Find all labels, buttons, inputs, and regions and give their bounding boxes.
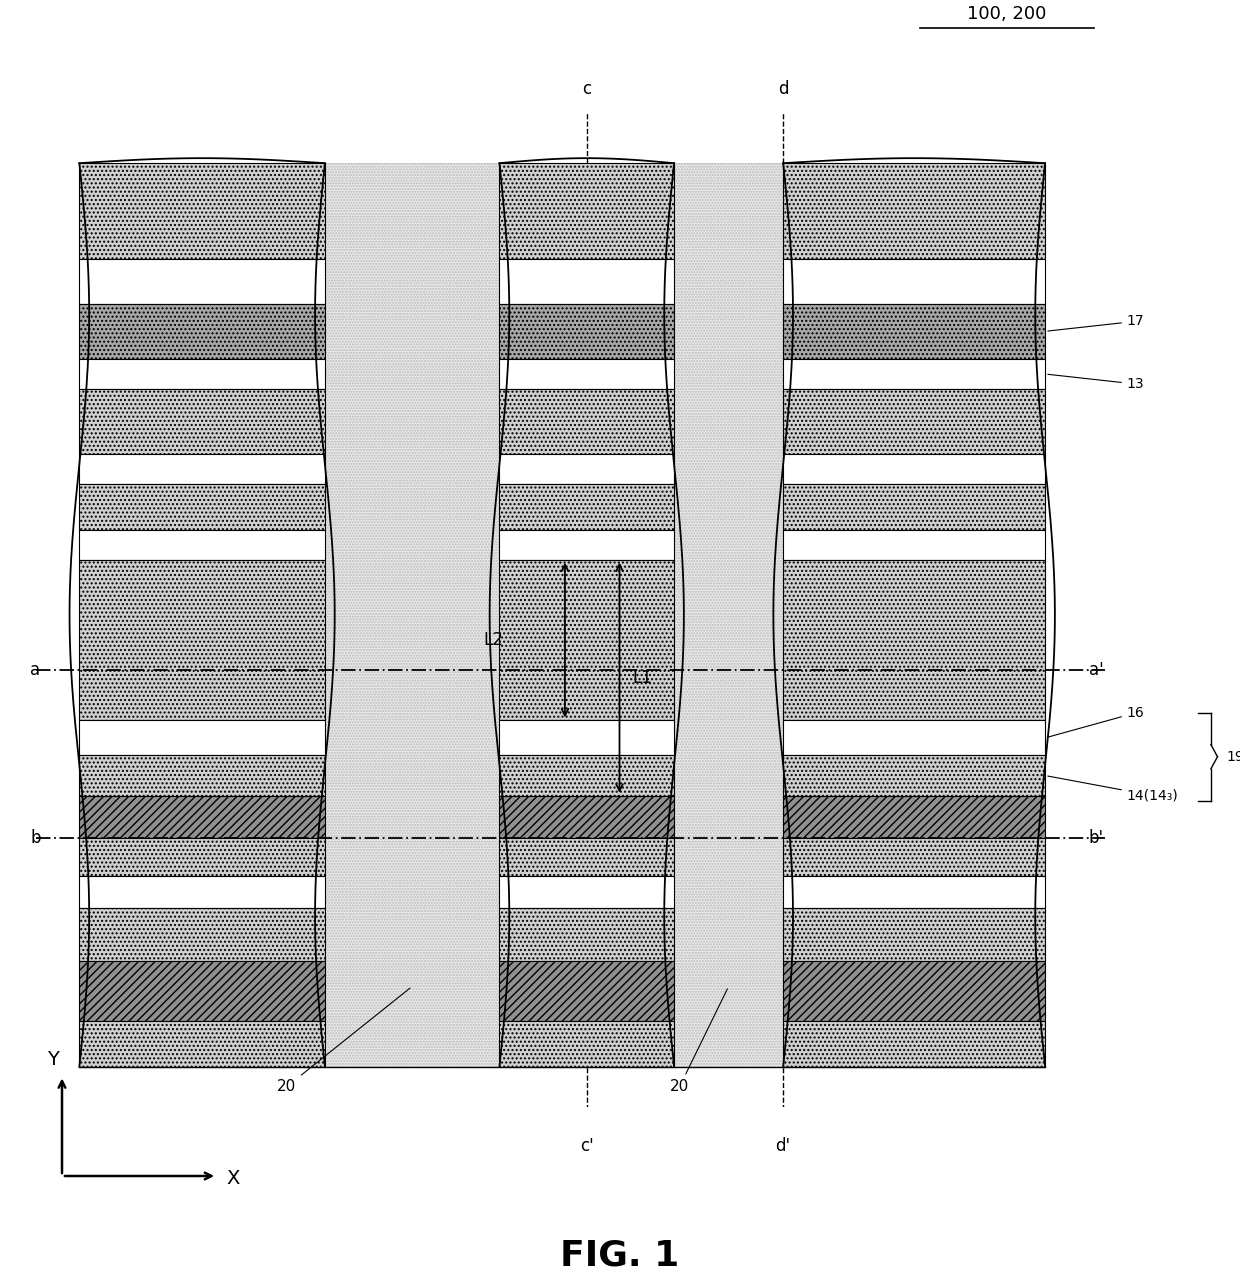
Bar — [784, 389, 1045, 454]
Bar — [784, 454, 1045, 484]
Bar — [79, 721, 325, 755]
Bar — [500, 163, 675, 259]
Bar — [79, 876, 325, 909]
Bar — [784, 304, 1045, 359]
Bar — [79, 755, 325, 795]
Bar — [500, 961, 675, 1022]
Bar — [79, 560, 325, 721]
Bar — [675, 163, 784, 1067]
Bar — [784, 876, 1045, 909]
Bar — [500, 721, 675, 755]
Text: 16: 16 — [1048, 705, 1145, 737]
Text: 14(14₃): 14(14₃) — [1048, 776, 1179, 803]
Bar — [500, 454, 675, 484]
Bar — [784, 838, 1045, 876]
Bar — [500, 389, 675, 454]
Bar — [784, 484, 1045, 530]
Bar — [784, 961, 1045, 1022]
Bar — [500, 876, 675, 909]
Text: d': d' — [776, 1136, 791, 1154]
Bar — [79, 530, 325, 560]
Bar — [784, 163, 1045, 259]
Bar — [500, 1022, 675, 1067]
Bar — [784, 755, 1045, 795]
Bar — [79, 389, 325, 454]
Bar — [784, 721, 1045, 755]
Text: 20: 20 — [670, 988, 728, 1094]
Text: 17: 17 — [1048, 314, 1145, 331]
Bar — [79, 454, 325, 484]
Text: L2: L2 — [484, 631, 503, 649]
Bar — [500, 259, 675, 304]
Bar — [79, 484, 325, 530]
Bar — [500, 304, 675, 359]
Bar — [500, 359, 675, 389]
Bar — [500, 838, 675, 876]
Bar — [500, 560, 675, 721]
Bar — [79, 838, 325, 876]
Text: 19: 19 — [1226, 750, 1240, 763]
Text: c: c — [583, 80, 591, 98]
Text: 13: 13 — [1048, 375, 1145, 391]
Bar — [325, 163, 500, 1067]
Bar — [784, 530, 1045, 560]
Bar — [500, 795, 675, 838]
Bar — [79, 1022, 325, 1067]
Bar — [784, 1022, 1045, 1067]
Text: 20: 20 — [277, 988, 410, 1094]
Text: d: d — [777, 80, 789, 98]
Text: c': c' — [580, 1136, 594, 1154]
Bar — [79, 304, 325, 359]
Bar — [784, 259, 1045, 304]
Text: b': b' — [1089, 829, 1104, 847]
Text: FIG. 1: FIG. 1 — [560, 1238, 680, 1273]
Bar — [79, 163, 325, 259]
Bar — [500, 909, 675, 961]
Bar — [500, 755, 675, 795]
Bar — [500, 530, 675, 560]
Text: Y: Y — [47, 1050, 58, 1069]
Bar — [784, 909, 1045, 961]
Bar — [500, 484, 675, 530]
Bar — [79, 961, 325, 1022]
Bar — [784, 560, 1045, 721]
Text: L1: L1 — [632, 669, 652, 687]
Bar — [784, 359, 1045, 389]
Bar — [784, 795, 1045, 838]
Text: b: b — [30, 829, 41, 847]
Text: 100, 200: 100, 200 — [967, 5, 1047, 23]
Text: a: a — [30, 662, 41, 680]
Text: X: X — [226, 1169, 239, 1188]
Bar — [79, 909, 325, 961]
Bar — [79, 259, 325, 304]
Bar — [79, 359, 325, 389]
Text: a': a' — [1089, 662, 1104, 680]
Bar — [79, 795, 325, 838]
